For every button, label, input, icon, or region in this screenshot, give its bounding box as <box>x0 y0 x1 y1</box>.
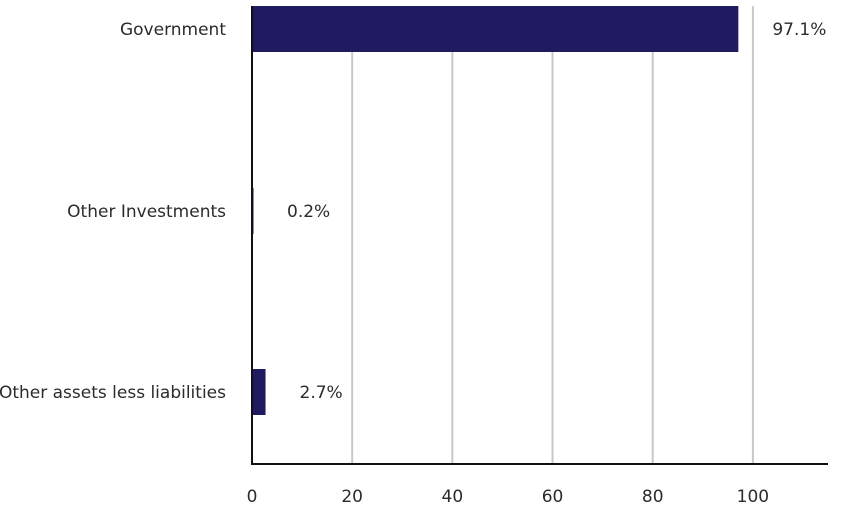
bars <box>252 6 739 415</box>
x-tick-label-40: 40 <box>442 487 464 507</box>
value-label-2: 2.7% <box>300 383 343 403</box>
x-tick-label-0: 0 <box>247 487 258 507</box>
x-tick-label-80: 80 <box>642 487 664 507</box>
bar-2 <box>252 369 266 415</box>
value-label-1: 0.2% <box>287 202 330 222</box>
x-tick-labels: 0 20 40 60 80 100 <box>247 487 770 507</box>
category-label-1: Other Investments <box>67 202 226 222</box>
axes <box>251 6 828 465</box>
x-tick-label-20: 20 <box>341 487 363 507</box>
gridlines <box>351 6 754 464</box>
bar-0 <box>252 6 739 52</box>
x-tick-label-100: 100 <box>737 487 769 507</box>
x-tick-label-60: 60 <box>542 487 564 507</box>
category-label-0: Government <box>120 20 226 40</box>
category-labels: Government Other Investments Other assets … <box>0 20 226 403</box>
category-label-2: Other assets less liabilities <box>0 383 226 403</box>
value-labels: 97.1% 0.2% 2.7% <box>287 20 826 403</box>
value-label-0: 97.1% <box>772 20 826 40</box>
